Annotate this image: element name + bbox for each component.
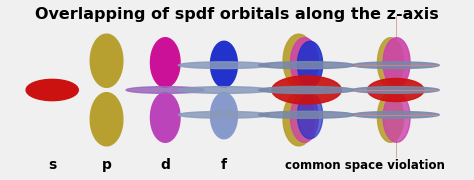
Ellipse shape xyxy=(259,62,355,69)
Polygon shape xyxy=(90,93,123,146)
Polygon shape xyxy=(383,93,410,142)
Polygon shape xyxy=(150,38,180,87)
Polygon shape xyxy=(298,41,323,87)
Polygon shape xyxy=(298,93,323,139)
Ellipse shape xyxy=(178,111,270,118)
Polygon shape xyxy=(90,34,123,87)
Polygon shape xyxy=(210,93,237,139)
Ellipse shape xyxy=(352,111,439,118)
Ellipse shape xyxy=(352,87,439,93)
Ellipse shape xyxy=(352,62,439,69)
Polygon shape xyxy=(377,38,403,87)
Polygon shape xyxy=(283,93,314,146)
Text: Overlapping of spdf orbitals along the z-axis: Overlapping of spdf orbitals along the z… xyxy=(35,7,439,22)
Ellipse shape xyxy=(259,111,355,118)
Text: f: f xyxy=(221,158,227,172)
Polygon shape xyxy=(377,93,403,142)
Ellipse shape xyxy=(272,76,341,104)
Text: s: s xyxy=(48,158,56,172)
Text: common space violation: common space violation xyxy=(285,159,445,172)
Ellipse shape xyxy=(126,87,204,93)
Polygon shape xyxy=(291,93,319,142)
Polygon shape xyxy=(210,41,237,87)
Polygon shape xyxy=(383,38,410,87)
Polygon shape xyxy=(283,34,314,87)
Ellipse shape xyxy=(259,86,355,94)
Ellipse shape xyxy=(367,78,424,102)
Ellipse shape xyxy=(178,62,270,69)
Text: p: p xyxy=(101,158,111,172)
Polygon shape xyxy=(291,38,319,87)
Polygon shape xyxy=(150,93,180,142)
Ellipse shape xyxy=(26,79,78,101)
Text: d: d xyxy=(160,158,170,172)
Ellipse shape xyxy=(178,87,270,93)
